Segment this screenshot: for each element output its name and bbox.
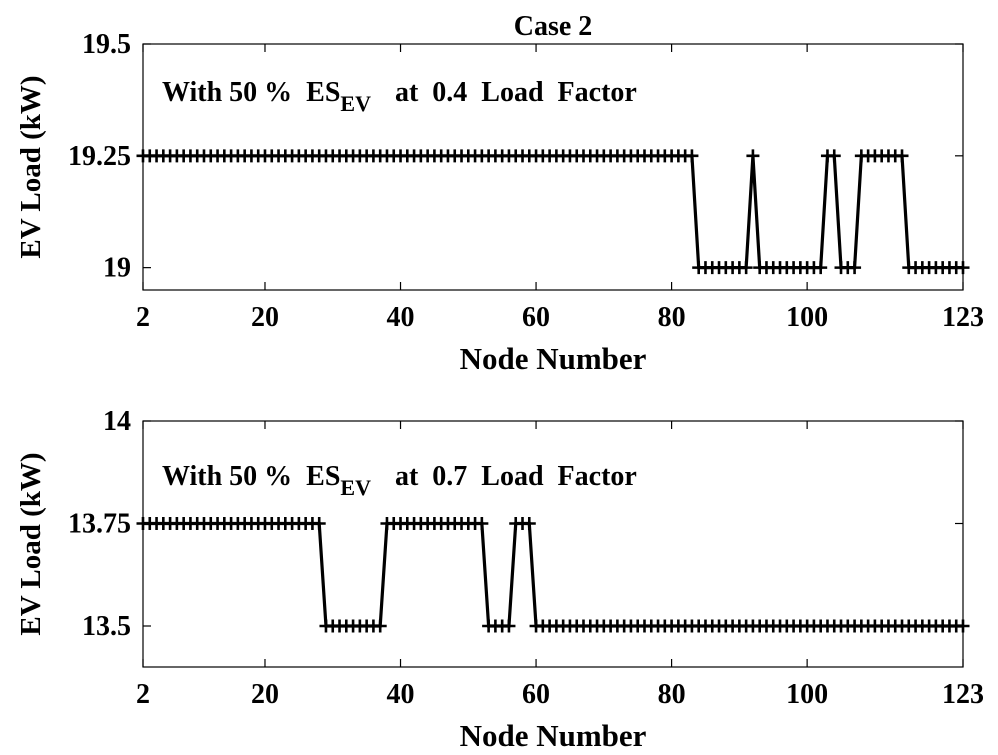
chart-title: Case 2 [514, 11, 593, 42]
annotation-subscript: EV [340, 475, 371, 500]
y-tick-label: 19.5 [82, 29, 131, 60]
x-tick-label: 20 [251, 302, 279, 333]
x-tick-label: 100 [786, 679, 828, 710]
x-tick-label: 80 [658, 679, 686, 710]
plot-area-frame [142, 420, 964, 668]
x-tick-label: 2 [136, 302, 150, 333]
top-chart: 2 20 40 60 80 100 123 19 19.25 19.5 Case 2 Node Num… [15, 11, 984, 376]
y-axis-label: EV Load (kW) [15, 452, 47, 635]
x-tick-label: 100 [786, 302, 828, 333]
y-axis-label: EV Load (kW) [15, 75, 47, 258]
y-tick-label: 19 [103, 253, 131, 284]
y-tick-label: 13.75 [68, 509, 131, 540]
bottom-chart: 2 20 40 60 80 100 123 13.5 13.75 14 Node Number EV … [15, 406, 984, 753]
annotation-text: With 50 % ESEV at 0.7 Load Factor [162, 461, 637, 500]
x-tick-label: 80 [658, 302, 686, 333]
annotation-text: With 50 % ESEV at 0.4 Load Factor [162, 77, 637, 116]
data-point-marker [475, 517, 489, 530]
x-tick-label: 40 [387, 679, 415, 710]
data-point-marker [814, 261, 828, 275]
y-tick-label: 14 [103, 406, 131, 437]
data-point-marker [373, 619, 387, 633]
data-point-marker [522, 517, 536, 530]
data-point-marker [685, 149, 699, 163]
data-point-marker [895, 149, 909, 163]
x-tick-label: 60 [522, 302, 550, 333]
x-tick-label: 2 [136, 679, 150, 710]
annotation-suffix: at 0.4 Load Factor [395, 77, 637, 108]
data-point-marker [848, 261, 862, 275]
x-axis-label: Node Number [460, 718, 647, 753]
annotation-prefix: With 50 % ES [162, 77, 340, 108]
data-point-marker [746, 149, 760, 163]
data-point-marker [956, 261, 970, 275]
x-tick-label: 40 [387, 302, 415, 333]
x-tick-label: 20 [251, 679, 279, 710]
y-tick-label: 19.25 [68, 141, 131, 172]
data-point-marker [502, 619, 516, 633]
x-tick-label: 123 [942, 302, 984, 333]
data-point-marker [956, 619, 970, 633]
annotation-prefix: With 50 % ES [162, 461, 340, 492]
y-tick-label: 13.5 [82, 611, 131, 642]
x-axis-label: Node Number [460, 341, 647, 376]
data-point-marker [739, 261, 753, 275]
plot-area-frame [142, 43, 964, 291]
data-point-marker [312, 517, 326, 530]
data-point-marker [827, 149, 841, 163]
annotation-subscript: EV [340, 91, 371, 116]
x-tick-label: 60 [522, 679, 550, 710]
annotation-suffix: at 0.7 Load Factor [395, 461, 637, 492]
x-tick-label: 123 [942, 679, 984, 710]
